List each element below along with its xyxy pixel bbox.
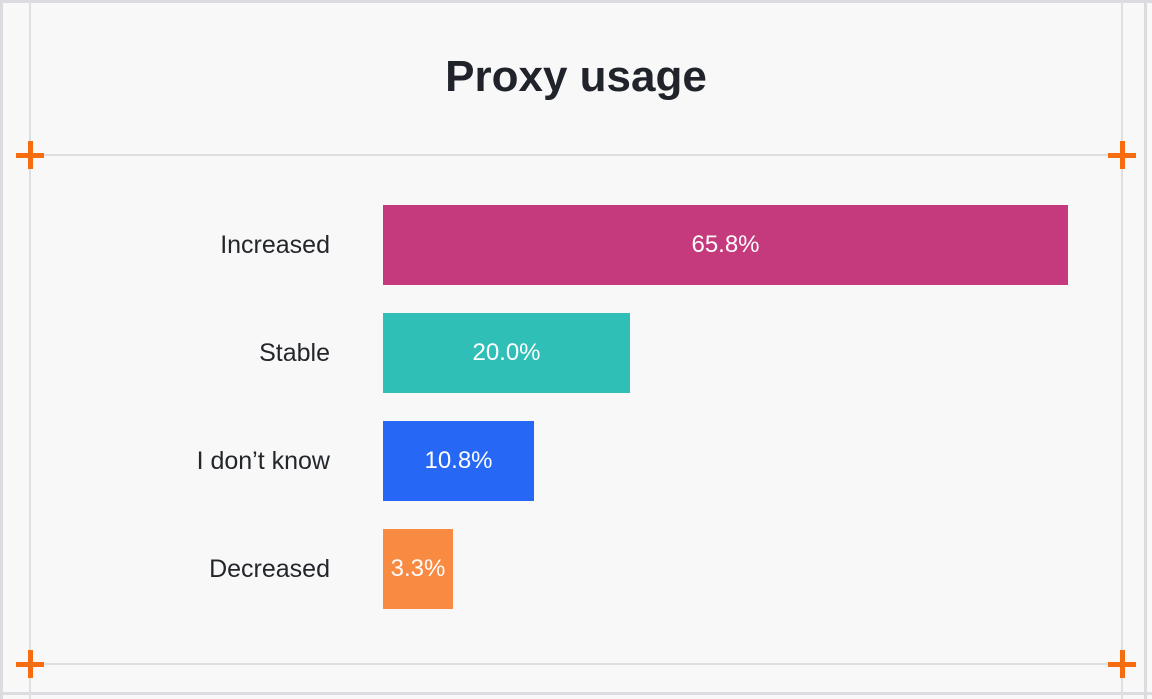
category-label: Decreased bbox=[209, 555, 330, 583]
guide-line-horizontal-top bbox=[30, 154, 1122, 156]
category-label: I don’t know bbox=[196, 447, 330, 475]
guide-line-horizontal-bottom bbox=[30, 663, 1122, 665]
crosshair-marker-icon bbox=[1108, 650, 1136, 678]
bar-row-i-dont-know: I don’t know 10.8% bbox=[0, 421, 1152, 501]
bar-row-stable: Stable 20.0% bbox=[0, 313, 1152, 393]
category-label: Increased bbox=[220, 231, 330, 259]
guide-line-vertical-left bbox=[29, 0, 31, 699]
bar-decreased: 3.3% bbox=[383, 529, 453, 609]
category-label: Stable bbox=[259, 339, 330, 367]
bar-value-label: 65.8% bbox=[691, 231, 760, 258]
bar-stable: 20.0% bbox=[383, 313, 630, 393]
crosshair-marker-icon bbox=[16, 650, 44, 678]
bar-i-dont-know: 10.8% bbox=[383, 421, 534, 501]
frame-border-top bbox=[0, 0, 1152, 3]
bar-row-decreased: Decreased 3.3% bbox=[0, 529, 1152, 609]
guide-line-vertical-right bbox=[1121, 0, 1123, 699]
bar-increased: 65.8% bbox=[383, 205, 1068, 285]
bar-value-label: 20.0% bbox=[472, 339, 541, 366]
bar-value-label: 3.3% bbox=[390, 555, 446, 582]
bar-value-label: 10.8% bbox=[424, 447, 493, 474]
bar-row-increased: Increased 65.8% bbox=[0, 205, 1152, 285]
chart-title: Proxy usage bbox=[445, 52, 707, 101]
frame-border-left bbox=[0, 0, 3, 699]
frame-border-bottom bbox=[0, 692, 1152, 695]
frame-border-right bbox=[1144, 0, 1147, 699]
crosshair-marker-icon bbox=[16, 141, 44, 169]
crosshair-marker-icon bbox=[1108, 141, 1136, 169]
